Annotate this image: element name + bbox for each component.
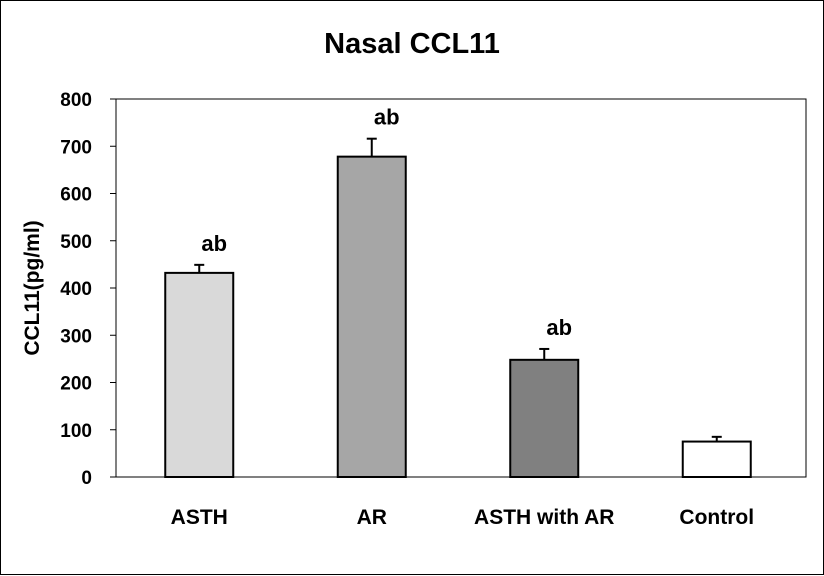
y-tick-label: 600 [60,185,92,206]
bars: ab ab ab [164,105,752,479]
bar [164,271,235,478]
significance-label: ab [374,105,400,130]
y-tick-label: 300 [60,326,92,347]
bar [336,155,407,479]
category-label: ASTH with AR [474,506,614,529]
y-tick-label: 200 [60,374,92,395]
chart-title: Nasal CCL11 [324,28,500,60]
y-tick-label: 700 [60,137,92,158]
x-axis-labels: ASTH AR ASTH with AR Control [171,506,754,529]
category-label: ASTH [171,506,228,529]
bar [509,358,580,479]
y-axis-label: CCL11(pg/ml) [21,220,44,355]
y-tick-label: 400 [60,279,92,300]
y-tick-label: 0 [81,468,92,489]
bar [681,440,752,478]
category-label: AR [357,506,387,529]
y-tick-label: 100 [60,421,92,442]
y-tick-label: 500 [60,232,92,253]
y-axis-ticks: 0 100 200 300 400 500 600 700 800 [60,90,116,489]
y-tick-label: 800 [60,90,92,111]
category-label: Control [679,506,754,529]
significance-label: ab [546,315,572,340]
significance-label: ab [201,231,227,256]
